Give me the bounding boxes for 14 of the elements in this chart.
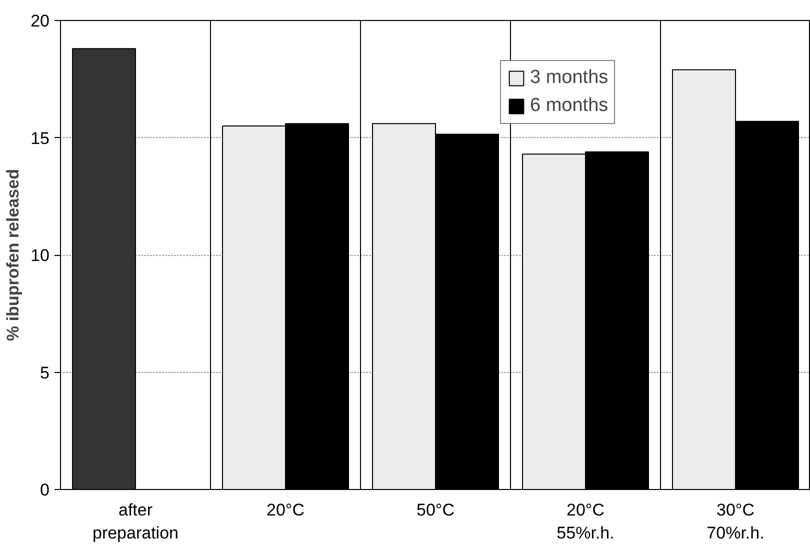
x-tick-label: after preparation: [92, 500, 179, 542]
x-tick-label: 20°C 55%r.h.: [556, 500, 614, 542]
bar: [72, 48, 136, 490]
legend-label: 6 months: [530, 95, 608, 117]
y-axis-title: % ibuprofen released: [4, 169, 23, 341]
y-tick-label: 0: [40, 480, 50, 500]
legend-label: 3 months: [530, 67, 608, 89]
x-tick-label: 30°C 70%r.h.: [706, 500, 764, 542]
x-tick-label: 20°C: [266, 500, 304, 520]
y-tick-label: 15: [30, 128, 50, 148]
y-tick-label: 20: [30, 12, 50, 30]
y-tick-label: 10: [30, 246, 50, 265]
x-tick-label: 50°C: [416, 500, 454, 520]
y-tick-label: 5: [40, 363, 50, 382]
